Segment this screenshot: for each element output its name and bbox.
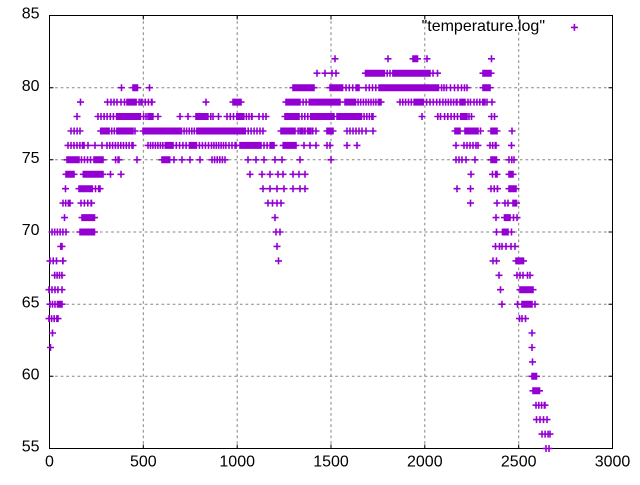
svg-text:55: 55 [22, 439, 40, 456]
svg-text:1500: 1500 [313, 454, 349, 471]
svg-text:2000: 2000 [407, 454, 443, 471]
svg-text:1000: 1000 [219, 454, 255, 471]
svg-text:500: 500 [130, 454, 157, 471]
svg-text:80: 80 [22, 78, 40, 95]
svg-text:65: 65 [22, 294, 40, 311]
svg-text:3000: 3000 [595, 454, 631, 471]
svg-text:0: 0 [45, 454, 54, 471]
svg-text:2500: 2500 [501, 454, 537, 471]
svg-text:85: 85 [22, 6, 40, 23]
svg-text:75: 75 [22, 150, 40, 167]
svg-text:70: 70 [22, 222, 40, 239]
svg-text:"temperature.log": "temperature.log" [422, 18, 545, 35]
svg-text:60: 60 [22, 367, 40, 384]
